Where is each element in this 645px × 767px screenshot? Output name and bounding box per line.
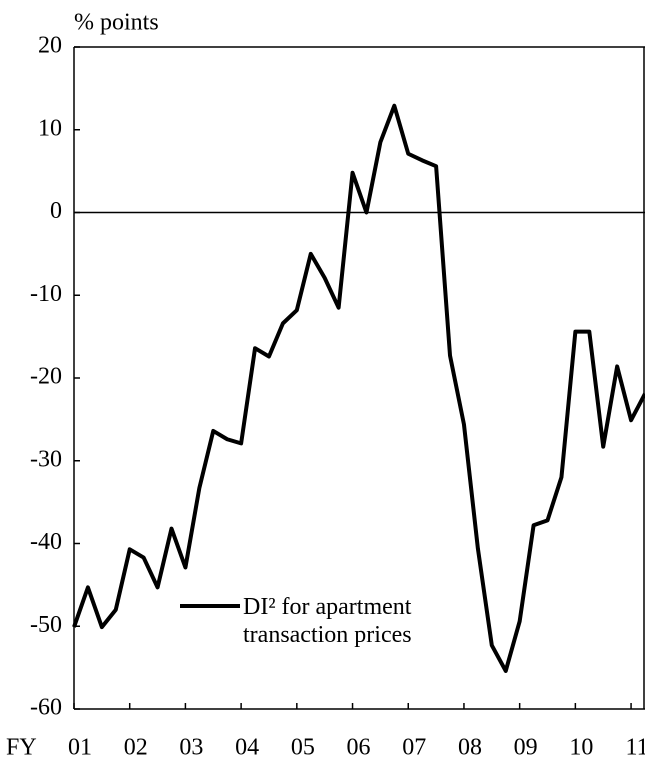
y-tick-label: 20 bbox=[38, 33, 62, 59]
y-tick-label: 10 bbox=[38, 115, 62, 141]
x-tick-label: 09 bbox=[514, 735, 538, 761]
y-tick-label: -60 bbox=[30, 695, 62, 721]
y-tick-label: -10 bbox=[30, 281, 62, 307]
legend-label: DI² for apartment transaction prices bbox=[243, 594, 412, 648]
x-tick-label: 06 bbox=[347, 735, 371, 761]
x-tick-label: 11 bbox=[626, 735, 645, 761]
x-tick-label: 10 bbox=[569, 735, 593, 761]
y-tick-label: -50 bbox=[30, 612, 62, 638]
x-tick-label: 05 bbox=[291, 735, 315, 761]
x-tick-label: 01 bbox=[68, 735, 92, 761]
x-tick-label: 08 bbox=[458, 735, 482, 761]
y-tick-label: -40 bbox=[30, 529, 62, 555]
x-tick-label: 03 bbox=[179, 735, 203, 761]
y-tick-label: -30 bbox=[30, 446, 62, 472]
y-tick-label: 0 bbox=[50, 198, 62, 224]
data-line bbox=[72, 103, 645, 673]
x-tick-label: 07 bbox=[402, 735, 426, 761]
y-tick-label: -20 bbox=[30, 364, 62, 390]
x-tick-label: 02 bbox=[124, 735, 148, 761]
x-tick-label: 04 bbox=[235, 735, 259, 761]
x-axis-label: FY bbox=[6, 735, 37, 761]
y-axis-label: % points bbox=[74, 10, 159, 36]
